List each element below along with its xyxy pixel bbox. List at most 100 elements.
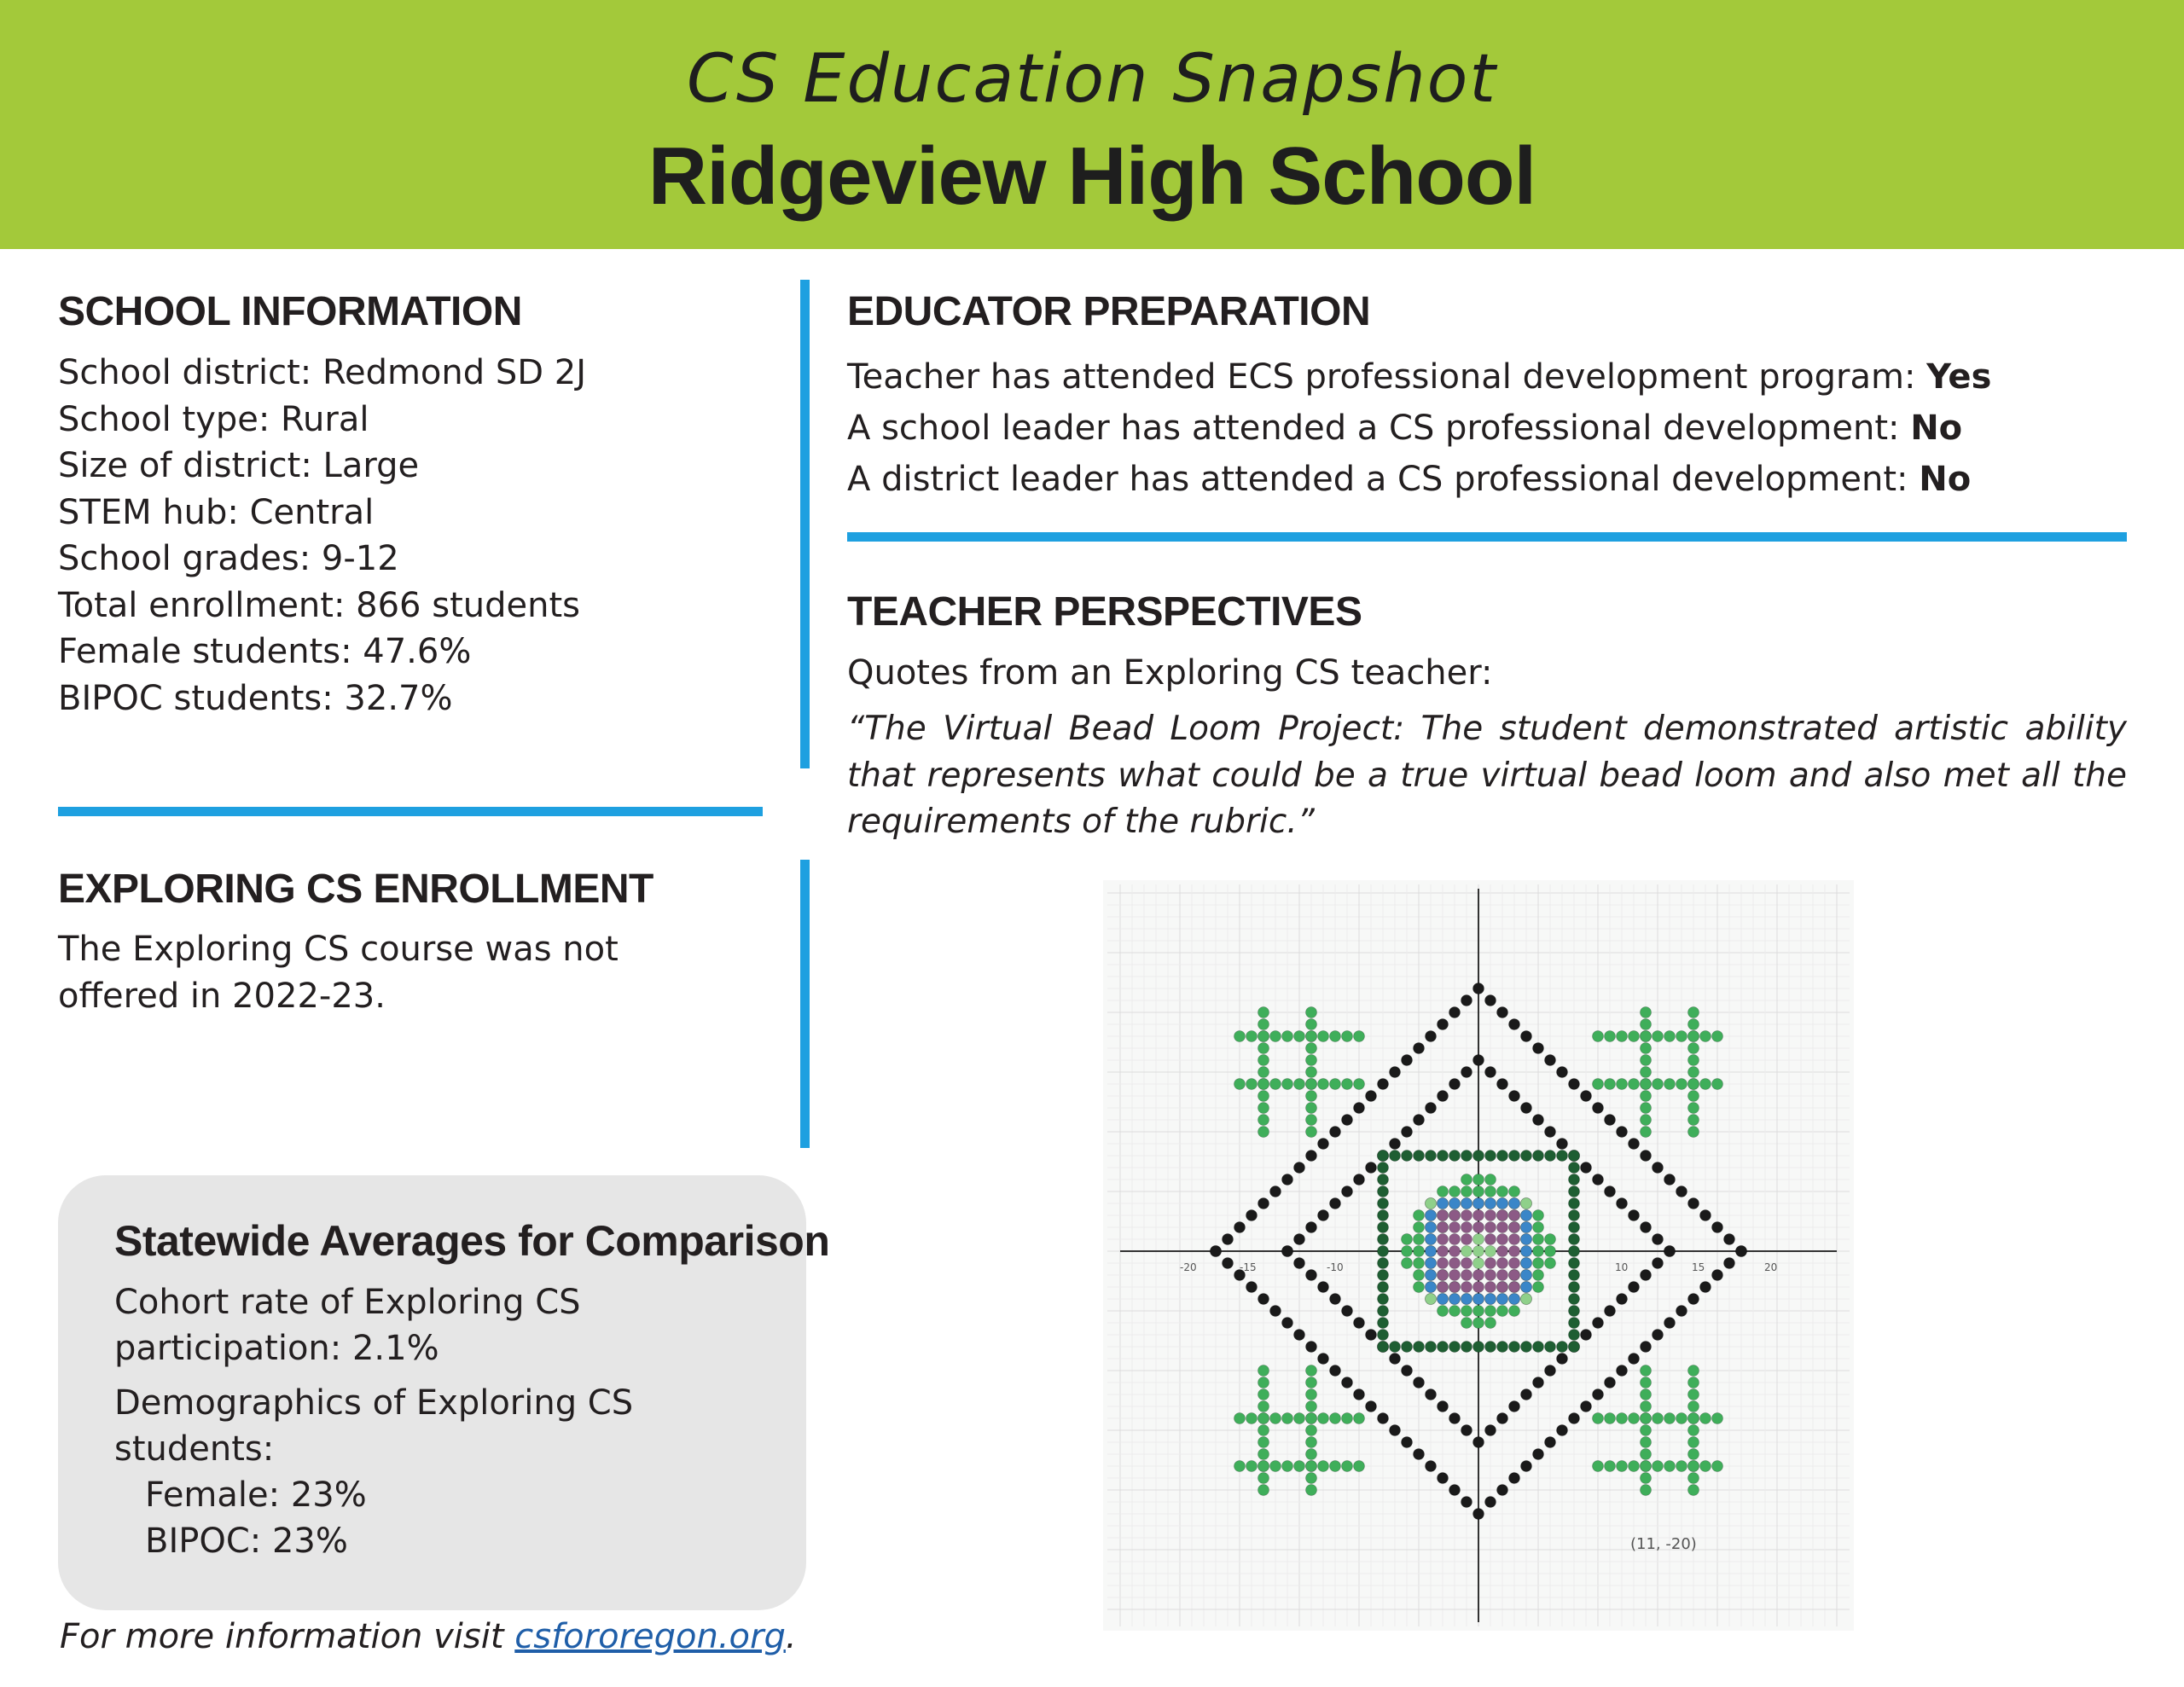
enrollment-line-1: The Exploring CS course was not <box>58 930 619 969</box>
bead <box>1234 1221 1246 1233</box>
bead <box>1640 1400 1652 1412</box>
bead <box>1568 1186 1580 1197</box>
educator-prep-value: No <box>1910 409 1963 448</box>
bead <box>1652 1412 1664 1424</box>
bead <box>1676 1186 1687 1197</box>
bead <box>1437 1305 1449 1317</box>
bead <box>1616 1365 1628 1377</box>
bead <box>1628 1078 1640 1090</box>
bead <box>1604 1412 1616 1424</box>
bead <box>1556 1066 1568 1078</box>
bead <box>1258 1448 1269 1460</box>
bead <box>1496 1341 1508 1353</box>
footer-suffix: . <box>785 1617 797 1656</box>
bead <box>1269 1305 1281 1317</box>
bead <box>1568 1269 1580 1281</box>
bead <box>1377 1412 1389 1424</box>
participation-text: Cohort rate of Exploring CS participatio… <box>114 1279 581 1371</box>
bead <box>1520 1257 1532 1269</box>
bead <box>1353 1412 1365 1424</box>
bead <box>1461 1209 1472 1221</box>
bead <box>1664 1030 1676 1042</box>
bead <box>1711 1460 1723 1472</box>
bead <box>1484 1245 1496 1257</box>
bead <box>1377 1293 1389 1305</box>
bead <box>1508 1233 1520 1245</box>
bead <box>1258 1126 1269 1138</box>
bead <box>1652 1162 1664 1174</box>
bead <box>1687 1114 1699 1126</box>
bead <box>1520 1221 1532 1233</box>
axis-tick-labels: -20 -15 -10 10 15 20 <box>1180 1261 1777 1273</box>
bead <box>1293 1030 1305 1042</box>
bead <box>1437 1257 1449 1269</box>
bead <box>1687 1293 1699 1305</box>
divider-educator-prep <box>847 532 2127 542</box>
bead <box>1437 1197 1449 1209</box>
bead <box>1687 1412 1699 1424</box>
bead <box>1544 1245 1556 1257</box>
educator-prep-label: Teacher has attended ECS professional de… <box>847 357 1916 397</box>
bead <box>1687 1460 1699 1472</box>
bead <box>1687 1400 1699 1412</box>
bead <box>1365 1090 1377 1102</box>
bead <box>1568 1162 1580 1174</box>
bead <box>1305 1388 1317 1400</box>
bead <box>1568 1293 1580 1305</box>
bead <box>1293 1329 1305 1341</box>
bead <box>1568 1329 1580 1341</box>
bead <box>1472 1054 1484 1066</box>
bead <box>1640 1150 1652 1162</box>
bead <box>1437 1209 1449 1221</box>
bead <box>1305 1221 1317 1233</box>
csfororegon-link[interactable]: csfororegon.org <box>514 1617 786 1656</box>
bead <box>1687 1197 1699 1209</box>
bead <box>1305 1126 1317 1138</box>
bead <box>1520 1197 1532 1209</box>
bead <box>1353 1388 1365 1400</box>
bead <box>1568 1150 1580 1162</box>
bead <box>1377 1269 1389 1281</box>
bead <box>1293 1233 1305 1245</box>
bead <box>1401 1436 1413 1448</box>
bead <box>1413 1209 1425 1221</box>
bead <box>1508 1400 1520 1412</box>
bead <box>1258 1484 1269 1496</box>
bead <box>1532 1209 1544 1221</box>
bead <box>1592 1102 1604 1114</box>
bead <box>1568 1281 1580 1293</box>
bead <box>1234 1078 1246 1090</box>
bead <box>1353 1078 1365 1090</box>
bead <box>1628 1460 1640 1472</box>
bead <box>1425 1197 1437 1209</box>
bead <box>1604 1460 1616 1472</box>
bead <box>1640 1018 1652 1030</box>
bead <box>1532 1269 1544 1281</box>
bead <box>1496 1233 1508 1245</box>
bead <box>1604 1114 1616 1126</box>
bead <box>1532 1114 1544 1126</box>
enrollment-heading: EXPLORING CS ENROLLMENT <box>58 867 653 912</box>
bead <box>1664 1460 1676 1472</box>
bead <box>1496 1305 1508 1317</box>
bead <box>1640 1006 1652 1018</box>
bead <box>1258 1114 1269 1126</box>
enrollment-line-2: offered in 2022-23. <box>58 976 386 1016</box>
bead <box>1377 1209 1389 1221</box>
demographics-line-1: Demographics of Exploring CS <box>114 1383 634 1423</box>
bead <box>1258 1090 1269 1102</box>
bead <box>1377 1257 1389 1269</box>
bead <box>1628 1353 1640 1365</box>
bead <box>1664 1174 1676 1186</box>
bead <box>1269 1412 1281 1424</box>
bead <box>1305 1424 1317 1436</box>
bead <box>1472 1197 1484 1209</box>
bead <box>1258 1042 1269 1054</box>
bead <box>1449 1233 1461 1245</box>
bead <box>1341 1114 1353 1126</box>
bead <box>1532 1341 1544 1353</box>
bead <box>1520 1281 1532 1293</box>
bead <box>1305 1448 1317 1460</box>
bead <box>1616 1412 1628 1424</box>
bead <box>1281 1174 1293 1186</box>
